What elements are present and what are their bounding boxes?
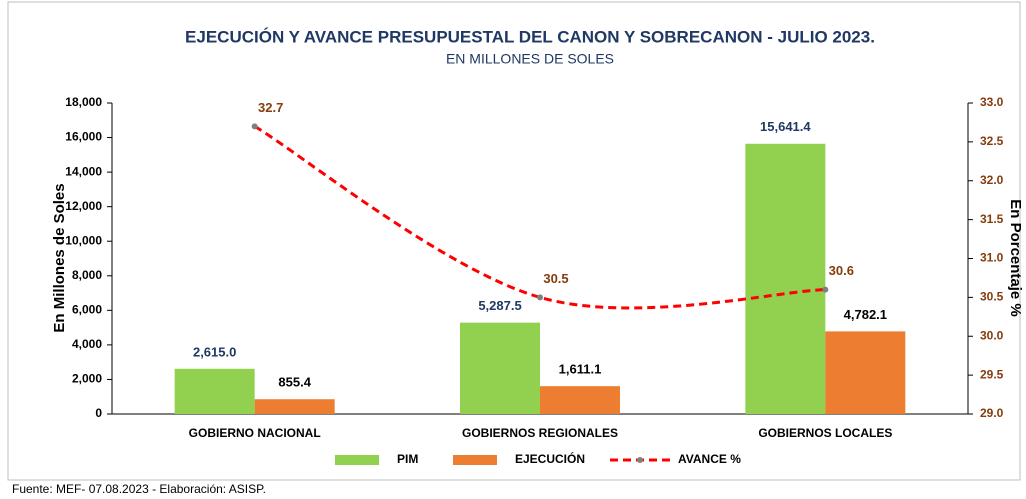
- bar: [254, 399, 335, 414]
- line-value-label: 30.5: [543, 271, 568, 286]
- y-tick-label: 8,000: [72, 268, 102, 282]
- line-value-label: 30.6: [829, 263, 854, 278]
- y-tick-label: 0: [95, 406, 102, 420]
- y2-tick-label: 29.5: [980, 367, 1004, 381]
- legend-swatch: [335, 455, 379, 465]
- bar: [745, 143, 826, 414]
- line-point: [251, 123, 258, 130]
- x-tick-label: GOBIERNO NACIONAL: [189, 426, 321, 440]
- bar: [825, 331, 906, 414]
- y2-tick-label: 30.0: [980, 328, 1004, 342]
- y-tick-label: 4,000: [72, 337, 102, 351]
- bar: [174, 368, 255, 414]
- bar-value-label: 1,611.1: [559, 362, 602, 377]
- source-note: Fuente: MEF- 07.08.2023 - Elaboración: A…: [12, 482, 266, 496]
- line-point: [537, 294, 543, 301]
- y-tick-label: 14,000: [65, 164, 102, 178]
- bar: [460, 322, 540, 414]
- x-tick-label: GOBIERNOS REGIONALES: [462, 426, 618, 440]
- legend-label: PIM: [397, 452, 418, 466]
- x-tick-label: GOBIERNOS LOCALES: [758, 426, 892, 440]
- bar-value-label: 5,287.5: [478, 298, 521, 313]
- y-tick-label: 10,000: [65, 233, 102, 247]
- chart-title: EJECUCIÓN Y AVANCE PRESUPUESTAL DEL CANO…: [185, 27, 875, 46]
- bar-value-label: 4,782.1: [844, 307, 887, 322]
- y-tick-label: 2,000: [72, 372, 102, 386]
- y2-tick-label: 31.0: [980, 251, 1004, 265]
- bar-value-label: 855.4: [278, 375, 311, 390]
- legend-label: AVANCE %: [678, 452, 741, 466]
- y2-axis-label: En Porcentaje %: [1007, 199, 1024, 317]
- line-point: [822, 286, 829, 293]
- y-tick-label: 16,000: [65, 130, 102, 144]
- chart-subtitle: EN MILLONES DE SOLES: [446, 51, 614, 67]
- y2-tick-label: 32.5: [980, 134, 1004, 148]
- y2-tick-label: 30.5: [980, 290, 1004, 304]
- y2-tick-label: 31.5: [980, 212, 1004, 226]
- line-value-label: 32.7: [258, 100, 283, 115]
- legend-swatch-point: [637, 457, 643, 463]
- y2-tick-label: 29.0: [980, 406, 1004, 420]
- legend-label: EJECUCIÓN: [515, 451, 585, 466]
- bar: [540, 386, 620, 414]
- legend-swatch: [453, 455, 497, 465]
- y2-tick-label: 33.0: [980, 95, 1004, 109]
- y-tick-label: 12,000: [65, 199, 102, 213]
- bar-value-label: 2,615.0: [193, 344, 236, 359]
- y-tick-label: 6,000: [72, 303, 102, 317]
- y2-tick-label: 32.0: [980, 173, 1004, 187]
- line-series: [253, 125, 826, 310]
- bar-value-label: 15,641.4: [760, 119, 811, 134]
- y-tick-label: 18,000: [65, 95, 102, 109]
- y-axis-label: En Millones de Soles: [51, 183, 68, 332]
- chart-frame: [7, 1, 1021, 481]
